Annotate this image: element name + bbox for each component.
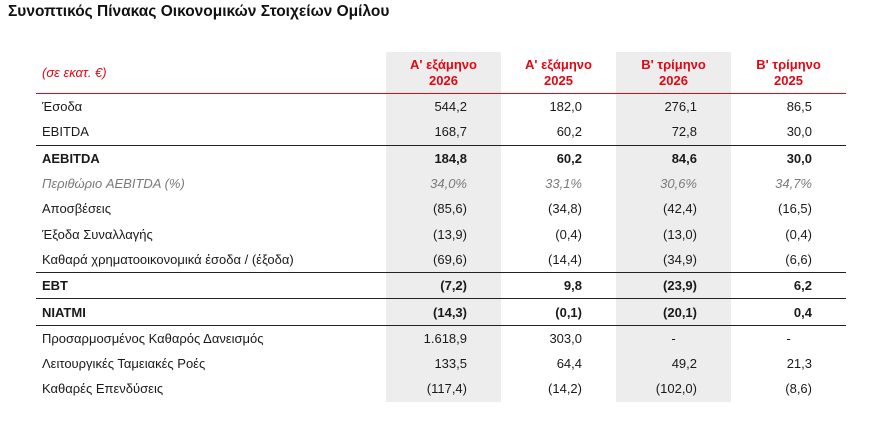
- column-header-year: 2025: [774, 72, 803, 88]
- table-cell-value: 34,0%: [386, 170, 501, 197]
- table-cell-value: (14,4): [548, 251, 582, 267]
- table-cell-value: (0,1): [501, 298, 616, 326]
- column-header-period: Β' τρίμηνο: [756, 56, 821, 72]
- page-title: Συνοπτικός Πίνακας Οικονομικών Στοιχείων…: [8, 3, 390, 20]
- table-cell-value: 33,1%: [545, 176, 582, 192]
- table-cell-value: -: [616, 325, 731, 351]
- table-row-transaction-costs: Έξοδα Συναλλαγής (13,9) (0,4) (13,0) (0,4): [36, 221, 846, 247]
- table-cell-value: 1.618,9: [386, 325, 501, 351]
- column-header-q2-2026: Β' τρίμηνο 2026: [616, 52, 731, 94]
- table-cell-value: (13,9): [386, 221, 501, 247]
- table-cell-value: 72,8: [616, 119, 731, 146]
- table-cell-value: 21,3: [786, 356, 812, 372]
- table-cell-value: (117,4): [386, 376, 501, 402]
- financial-summary-table: (σε εκατ. €) Α' εξάμηνο 2026 Α' εξάμηνο …: [36, 52, 846, 402]
- table-cell-value: (20,1): [616, 298, 731, 326]
- table-cell-value: 133,5: [386, 350, 501, 377]
- table-cell-value: 168,7: [386, 119, 501, 146]
- table-cell-value: (14,2): [548, 381, 582, 397]
- table-cell-value: (13,0): [616, 221, 731, 247]
- row-label: Καθαρά χρηματοοικονομικά έσοδα / (έξοδα): [42, 251, 294, 267]
- row-label: EBITDA: [42, 124, 89, 140]
- table-cell-value: (14,3): [386, 298, 501, 326]
- table-cell-value: (42,4): [616, 196, 731, 222]
- table-row-aebitda-margin: Περιθώριο AEBITDA (%) 34,0% 33,1% 30,6% 34,7…: [36, 170, 846, 197]
- table-cell-value: 64,4: [556, 356, 582, 372]
- row-label: Αποσβέσεις: [42, 201, 111, 217]
- table-cell-value: 34,7%: [775, 176, 812, 192]
- table-cell-value: (102,0): [616, 376, 731, 402]
- column-header-h1-2026: Α' εξάμηνο 2026: [386, 52, 501, 94]
- row-label: Περιθώριο AEBITDA (%): [42, 176, 185, 192]
- table-cell-value: (0,4): [785, 226, 812, 242]
- column-header-period: Α' εξάμηνο: [525, 56, 592, 72]
- table-row-depreciation: Αποσβέσεις (85,6) (34,8) (42,4) (16,5): [36, 196, 846, 222]
- table-cell-value: (34,9): [616, 246, 731, 273]
- table-cell-value: 0,4: [731, 298, 846, 326]
- table-row-adjusted-net-debt: Προσαρμοσμένος Καθαρός Δανεισμός 1.618,9 3…: [36, 325, 846, 351]
- column-header-year: 2025: [544, 72, 573, 88]
- table-row-net-financial: Καθαρά χρηματοοικονομικά έσοδα / (έξοδα)…: [36, 246, 846, 273]
- table-row-revenue: Έσοδα 544,2 182,0 276,1 86,5: [36, 93, 846, 120]
- table-cell-value: (8,6): [785, 381, 812, 397]
- table-cell-value: (23,9): [616, 272, 731, 299]
- unit-label: (σε εκατ. €): [36, 52, 386, 94]
- column-header-year: 2026: [429, 72, 458, 88]
- column-header-q2-2025: Β' τρίμηνο 2025: [731, 52, 846, 94]
- row-label: NIATMI: [36, 298, 386, 326]
- column-header-year: 2026: [659, 72, 688, 88]
- table-cell-value: (69,6): [386, 246, 501, 273]
- table-row-ebitda: EBITDA 168,7 60,2 72,8 30,0: [36, 119, 846, 146]
- table-row-niatmi: NIATMI (14,3) (0,1) (20,1) 0,4: [36, 298, 846, 326]
- table-cell-value: 184,8: [386, 144, 501, 171]
- table-cell-value: (7,2): [386, 272, 501, 299]
- table-cell-value: 60,2: [501, 144, 616, 171]
- column-header-period: Β' τρίμηνο: [641, 56, 706, 72]
- row-label: Λειτουργικές Ταμειακές Ροές: [42, 356, 206, 372]
- table-cell-value: 9,8: [501, 272, 616, 299]
- table-row-operating-cash-flows: Λειτουργικές Ταμειακές Ροές 133,5 64,4 49,2…: [36, 350, 846, 377]
- table-body: Έσοδα 544,2 182,0 276,1 86,5 EBITDA 168,7 60,2 7…: [36, 93, 846, 402]
- table-row-net-investments: Καθαρές Επενδύσεις (117,4) (14,2) (102,0) (8…: [36, 376, 846, 402]
- row-label: Προσαρμοσμένος Καθαρός Δανεισμός: [42, 330, 264, 346]
- row-label: Καθαρές Επενδύσεις: [42, 381, 164, 397]
- column-header-period: Α' εξάμηνο: [410, 56, 477, 72]
- table-cell-value: (85,6): [386, 196, 501, 222]
- table-cell-value: (34,8): [548, 201, 582, 217]
- table-cell-value: 86,5: [786, 99, 812, 115]
- table-row-aebitda: AEBITDA 184,8 60,2 84,6 30,0: [36, 144, 846, 171]
- row-label: AEBITDA: [36, 144, 386, 171]
- table-cell-value: 30,6%: [616, 170, 731, 197]
- table-cell-value: (0,4): [555, 226, 582, 242]
- table-cell-value: 84,6: [616, 144, 731, 171]
- row-label: Έσοδα: [42, 99, 83, 115]
- table-cell-value: (6,6): [785, 251, 812, 267]
- table-cell-value: -: [786, 330, 791, 346]
- table-cell-value: 6,2: [731, 272, 846, 299]
- table-cell-value: 276,1: [616, 93, 731, 120]
- table-cell-value: 30,0: [786, 124, 812, 140]
- table-row-ebt: EBT (7,2) 9,8 (23,9) 6,2: [36, 272, 846, 299]
- table-cell-value: 303,0: [549, 330, 582, 346]
- table-cell-value: 49,2: [616, 350, 731, 377]
- column-header-h1-2025: Α' εξάμηνο 2025: [501, 52, 616, 94]
- table-cell-value: 182,0: [549, 99, 582, 115]
- row-label: Έξοδα Συναλλαγής: [42, 226, 153, 242]
- table-cell-value: 544,2: [386, 93, 501, 120]
- table-cell-value: 60,2: [556, 124, 582, 140]
- table-header-row: (σε εκατ. €) Α' εξάμηνο 2026 Α' εξάμηνο …: [36, 52, 846, 94]
- table-cell-value: (16,5): [778, 201, 812, 217]
- table-cell-value: 30,0: [731, 144, 846, 171]
- row-label: EBT: [36, 272, 386, 299]
